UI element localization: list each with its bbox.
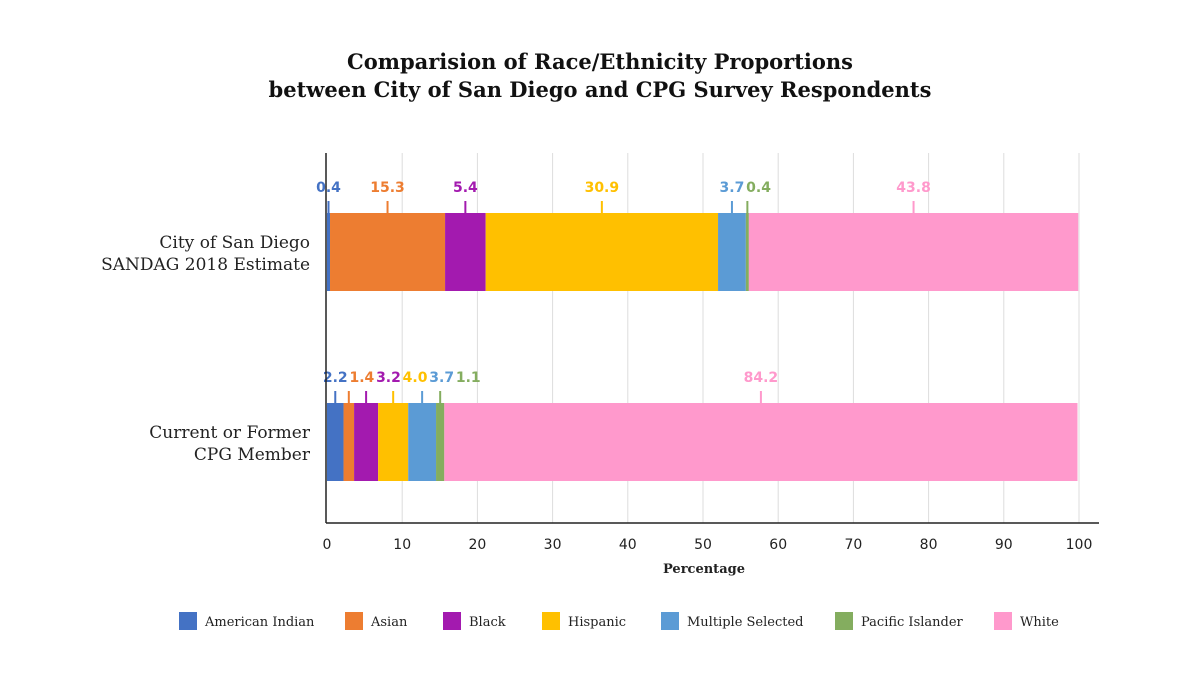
data-label-leaders [327, 201, 915, 403]
bar-segment-asian [330, 213, 446, 291]
bar-segment-pacific-islander [436, 403, 445, 481]
category-label-line: City of San Diego [159, 233, 310, 253]
legend-item-asian: Asian [345, 612, 408, 630]
legend-label: Hispanic [568, 615, 626, 630]
bar-segment-hispanic [378, 403, 409, 481]
x-tick-label: 80 [920, 537, 938, 553]
bar-segment-pacific-islander [745, 213, 749, 291]
category-label-line: Current or Former [149, 423, 311, 443]
x-tick-label: 40 [619, 537, 637, 553]
legend-label: American Indian [204, 615, 315, 630]
axes: 0 10 20 30 40 50 60 70 80 90 100 [323, 153, 1099, 553]
data-label: 43.8 [896, 180, 931, 196]
x-tick-label: 90 [995, 537, 1013, 553]
x-tick-label: 60 [769, 537, 787, 553]
category-label-line: CPG Member [194, 445, 311, 465]
data-label: 2.2 [323, 370, 348, 386]
legend-swatch [443, 612, 461, 630]
bar-segment-black [354, 403, 379, 481]
data-labels: 0.4 15.3 5.4 30.9 3.7 0.4 43.82.2 1.4 3.2 4.0 3.7 1… [316, 180, 931, 386]
legend-label: Black [469, 615, 506, 630]
data-label: 0.4 [316, 180, 341, 196]
legend-item-pacific-islander: Pacific Islander [835, 612, 964, 630]
legend-label: Pacific Islander [861, 615, 964, 630]
category-label-line: SANDAG 2018 Estimate [101, 255, 310, 275]
legend-swatch [179, 612, 197, 630]
bar-segment-american-indian [327, 213, 331, 291]
bar-segment-white [748, 213, 1079, 291]
x-axis-title: Percentage [663, 562, 745, 577]
data-label: 1.4 [349, 370, 374, 386]
data-label: 1.1 [456, 370, 481, 386]
x-tick-label: 50 [694, 537, 712, 553]
x-tick-label: 0 [323, 537, 332, 553]
legend: American Indian Asian Black Hispanic Multipl… [179, 612, 1059, 630]
legend-swatch [661, 612, 679, 630]
legend-item-multiple-selected: Multiple Selected [661, 612, 804, 630]
x-tick-label: 100 [1066, 537, 1093, 553]
bar-segment-white [444, 403, 1078, 481]
data-label: 3.2 [376, 370, 401, 386]
stacked-bars [327, 213, 1079, 481]
legend-item-white: White [994, 612, 1059, 630]
bar-segment-american-indian [327, 403, 344, 481]
x-tick-label: 10 [393, 537, 411, 553]
data-label: 3.7 [429, 370, 454, 386]
legend-swatch [345, 612, 363, 630]
legend-item-black: Black [443, 612, 506, 630]
chart-title: Comparision of Race/Ethnicity Proportion… [269, 49, 932, 102]
x-tick-label: 70 [844, 537, 862, 553]
legend-label: Multiple Selected [687, 615, 804, 630]
legend-swatch [542, 612, 560, 630]
bar-segment-multiple-selected [408, 403, 437, 481]
legend-swatch [835, 612, 853, 630]
legend-item-american-indian: American Indian [179, 612, 315, 630]
x-tick-label: 30 [544, 537, 562, 553]
legend-swatch [994, 612, 1012, 630]
chart-title-line-1: Comparision of Race/Ethnicity Proportion… [347, 49, 853, 74]
data-label: 30.9 [585, 180, 620, 196]
bar-segment-hispanic [485, 213, 719, 291]
data-label: 15.3 [370, 180, 405, 196]
bar-segment-black [445, 213, 486, 291]
data-label: 4.0 [403, 370, 428, 386]
data-label: 0.4 [746, 180, 771, 196]
x-tick-label: 20 [468, 537, 486, 553]
data-label: 3.7 [720, 180, 745, 196]
bar-segment-asian [343, 403, 355, 481]
data-label: 5.4 [453, 180, 478, 196]
legend-label: White [1020, 615, 1059, 630]
data-label: 84.2 [744, 370, 779, 386]
chart-title-line-2: between City of San Diego and CPG Survey… [269, 77, 932, 102]
legend-item-hispanic: Hispanic [542, 612, 626, 630]
bar-segment-multiple-selected [718, 213, 746, 291]
legend-label: Asian [370, 615, 408, 630]
